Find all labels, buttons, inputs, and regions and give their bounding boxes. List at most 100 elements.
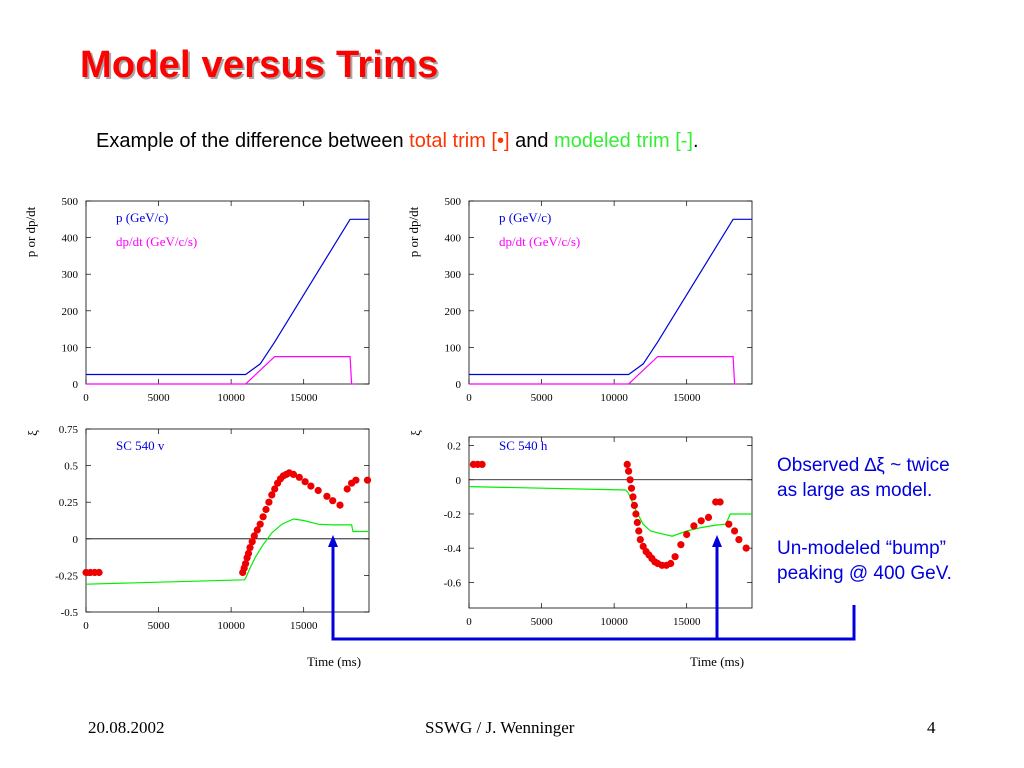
legend-entry-p: p (GeV/c): [116, 210, 168, 225]
y-tick-label: 0: [456, 379, 462, 391]
data-point-total-trim: [295, 473, 303, 481]
x-tick-label: 5000: [531, 616, 554, 628]
note-bump-line-2: peaking @ 400 GeV.: [777, 563, 952, 584]
data-point-total-trim: [671, 553, 679, 561]
data-point-total-trim: [716, 498, 724, 506]
y-tick-label: 0.25: [59, 497, 79, 509]
data-point-total-trim: [301, 478, 309, 486]
note-observed-line-2: as large as model.: [777, 480, 933, 501]
data-point-total-trim: [742, 544, 750, 552]
x-tick-label: 10000: [217, 620, 245, 632]
note-observed-line-1: Observed ∆ξ ~ twice: [777, 455, 950, 476]
footer-author: SSWG / J. Wenninger: [425, 718, 575, 737]
data-point-total-trim: [259, 513, 267, 521]
data-point-total-trim: [253, 526, 261, 534]
data-point-total-trim: [704, 513, 713, 522]
subtitle-end: .: [692, 130, 699, 152]
y-axis-label: p or dp/dt: [406, 206, 421, 257]
x-tick-label: 15000: [673, 392, 701, 404]
data-point-total-trim: [363, 476, 372, 484]
y-tick-label: 200: [62, 306, 79, 318]
legend-entry-dpdt: dp/dt (GeV/c/s): [499, 234, 580, 249]
data-point-total-trim: [725, 520, 733, 528]
legend-entry-dpdt: dp/dt (GeV/c/s): [116, 234, 197, 249]
data-point-total-trim: [307, 482, 315, 490]
data-point-total-trim: [735, 536, 743, 544]
plot-2: 0 5000 10000 15000 0 100 200 300 400 500 p or dp/d…: [406, 196, 753, 404]
data-point-total-trim: [271, 485, 279, 493]
plot-1: 0 5000 10000 15000 0 100 200 300 400 500 p or dp/d…: [23, 196, 370, 404]
y-tick-label: 100: [62, 342, 79, 354]
x-tick-label: 10000: [600, 616, 628, 628]
data-point-total-trim: [95, 568, 103, 577]
data-point-total-trim: [623, 460, 631, 468]
data-point-total-trim: [314, 486, 322, 495]
data-point-total-trim: [632, 510, 640, 518]
data-point-total-trim: [242, 560, 250, 568]
series-line-modeled-trim: [85, 518, 369, 585]
x-tick-label: 0: [83, 620, 89, 632]
data-point-total-trim: [352, 476, 360, 484]
plot-frame: [468, 200, 753, 385]
data-point-total-trim: [630, 501, 639, 509]
x-tick-label: 5000: [531, 392, 554, 404]
y-tick-label: 200: [445, 306, 462, 318]
x-tick-label: 10000: [600, 392, 628, 404]
x-tick-label: 0: [466, 392, 472, 404]
x-tick-label: 15000: [673, 616, 701, 628]
arrow-head-right: [712, 535, 722, 547]
y-tick-label: 0.75: [59, 424, 79, 436]
data-point-total-trim: [268, 491, 276, 499]
plot-label: SC 540 h: [499, 438, 548, 453]
footer-page-number: 4: [927, 718, 936, 737]
data-point-total-trim: [244, 549, 253, 558]
data-point-total-trim: [248, 538, 256, 546]
y-tick-label: 500: [445, 196, 462, 208]
y-tick-label: -0.6: [444, 577, 462, 589]
y-axis-label: ξ: [408, 430, 423, 436]
slide-title: Model versus Trims: [80, 44, 439, 86]
data-point-total-trim: [256, 520, 264, 528]
plot-frame: [85, 428, 370, 613]
y-tick-label: -0.2: [444, 509, 461, 521]
series-line-p: [469, 218, 752, 376]
data-point-total-trim: [636, 536, 644, 544]
x-axis-label: Time (ms): [307, 654, 361, 669]
y-tick-label: -0.4: [444, 543, 462, 555]
note-observed: Observed ∆ξ ~ twice as large as model.: [777, 453, 950, 503]
legend-modeled-trim: modeled trim: [554, 130, 670, 152]
data-point-total-trim: [677, 541, 685, 549]
x-tick-label: 0: [83, 392, 89, 404]
y-axis-label: ξ: [25, 430, 40, 436]
y-tick-label: 300: [62, 269, 79, 281]
data-point-total-trim: [246, 544, 254, 552]
arrow-line-left: [331, 545, 856, 641]
data-point-total-trim: [329, 497, 337, 505]
note-bump: Un-modeled “bump” peaking @ 400 GeV.: [777, 536, 952, 586]
y-tick-label: 0: [73, 534, 79, 546]
subtitle-connector: and: [509, 130, 555, 152]
y-tick-label: 100: [445, 342, 462, 354]
note-bump-line-1: Un-modeled “bump”: [777, 538, 946, 559]
data-point-total-trim: [625, 467, 633, 475]
data-point-total-trim: [343, 485, 351, 493]
y-tick-label: 400: [62, 233, 79, 245]
data-point-total-trim: [250, 532, 258, 540]
data-point-total-trim: [626, 476, 634, 484]
data-point-total-trim: [265, 498, 273, 506]
data-point-total-trim: [633, 518, 641, 527]
data-point-total-trim: [336, 501, 344, 509]
arrow-head-left: [328, 535, 338, 547]
data-point-total-trim: [683, 530, 691, 539]
plot-label: SC 540 v: [116, 438, 165, 453]
data-point-total-trim: [690, 522, 698, 530]
bump-arrow: [328, 535, 856, 641]
x-tick-label: 15000: [290, 620, 318, 632]
series-line-p: [86, 218, 369, 376]
plot-frame: [85, 200, 370, 385]
series-line-dpdt: [469, 356, 738, 385]
y-tick-label: 400: [445, 233, 462, 245]
data-point-total-trim: [697, 517, 705, 525]
plot-3: 0 5000 10000 15000 -0.5 -0.25 0 0.25 0.5 0.75 ξ Tim…: [25, 424, 372, 669]
data-point-total-trim: [289, 470, 298, 478]
